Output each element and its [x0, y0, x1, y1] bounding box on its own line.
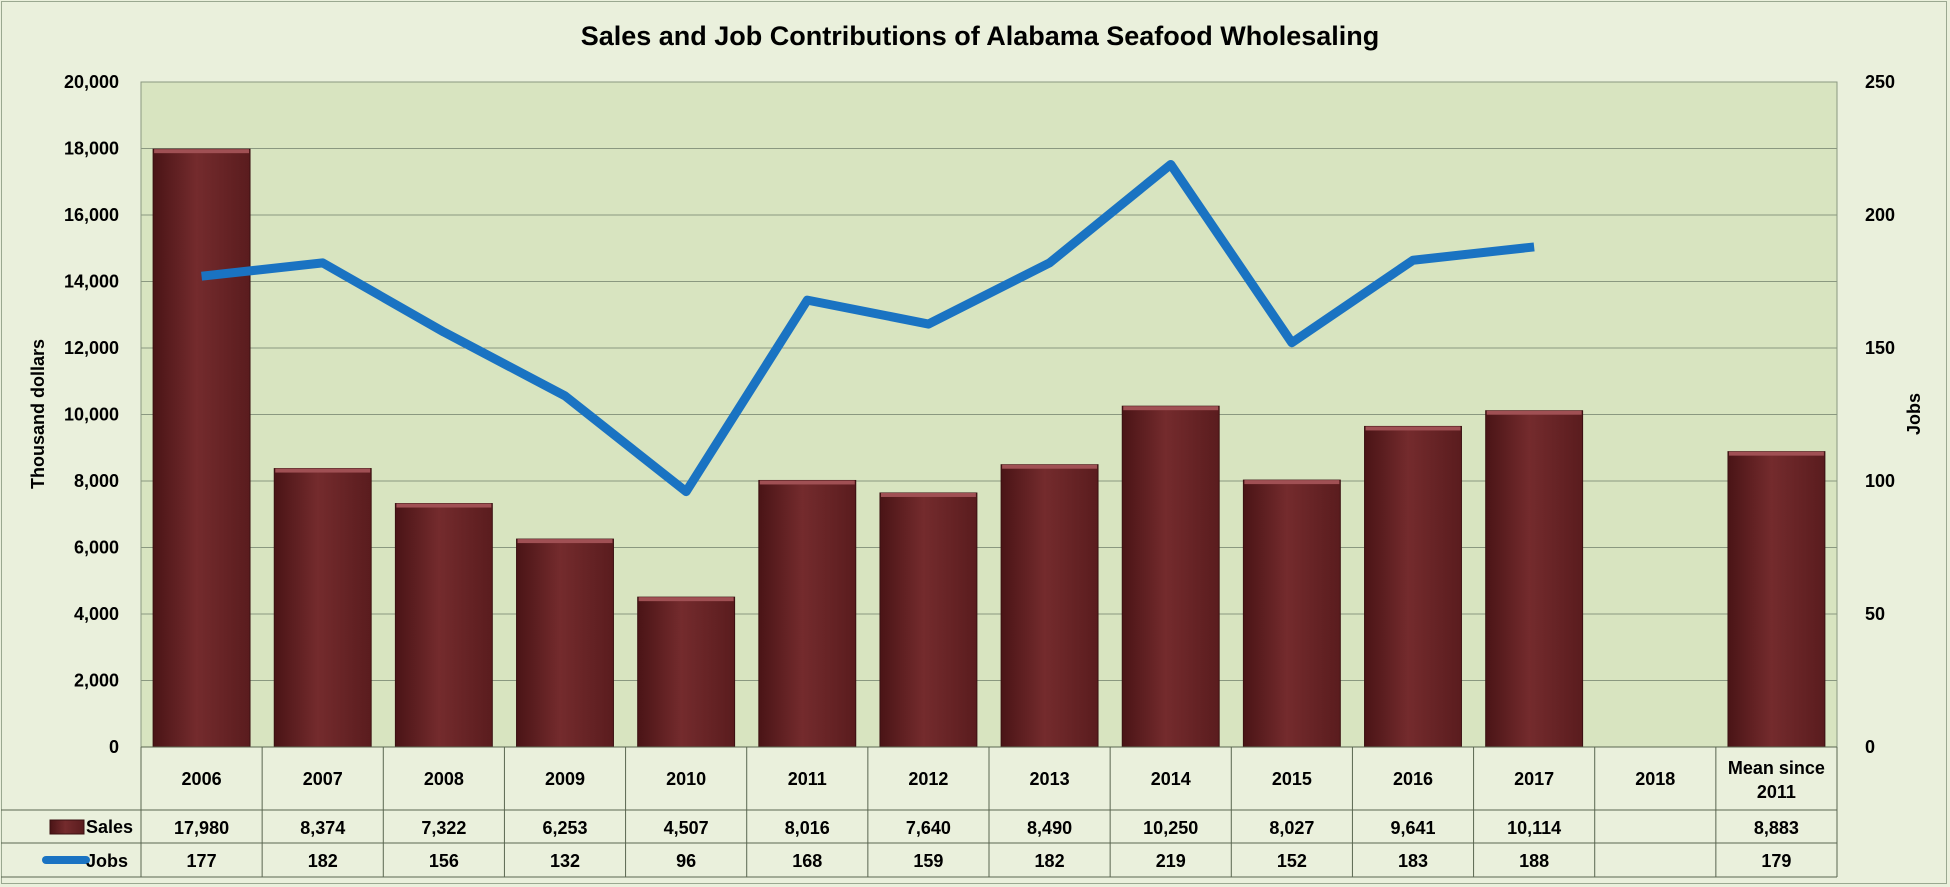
left-tick-label: 0	[109, 737, 119, 757]
sales-bar-top	[638, 597, 734, 602]
category-label: 2012	[908, 769, 948, 789]
left-tick-label: 14,000	[64, 272, 119, 292]
category-label: 2007	[303, 769, 343, 789]
sales-value-label: 8,374	[300, 818, 345, 838]
sales-bar-top	[1002, 464, 1098, 469]
right-tick-label: 150	[1865, 338, 1895, 358]
sales-value-label: 9,641	[1390, 818, 1435, 838]
sales-value-label: 8,490	[1027, 818, 1072, 838]
category-label: 2010	[666, 769, 706, 789]
sales-bar-top	[396, 503, 492, 508]
category-label: 2016	[1393, 769, 1433, 789]
jobs-value-label: 188	[1519, 851, 1549, 871]
right-tick-label: 250	[1865, 72, 1895, 92]
sales-bar-top	[275, 468, 371, 473]
category-label: 2014	[1151, 769, 1191, 789]
left-tick-label: 16,000	[64, 205, 119, 225]
sales-legend-label: Sales	[86, 817, 133, 837]
left-tick-label: 8,000	[74, 471, 119, 491]
jobs-value-label: 152	[1277, 851, 1307, 871]
left-axis-ticks: 0 2,000 4,000 6,000 8,000 10,000 12,000 14,000 1…	[64, 72, 119, 757]
sales-bar	[1121, 405, 1220, 748]
sales-bar	[273, 468, 372, 748]
sales-bar	[879, 492, 978, 748]
sales-bar	[1364, 425, 1462, 748]
jobs-value-label: 182	[308, 851, 338, 871]
right-axis-ticks: 0 50 100 150 200 250	[1865, 72, 1895, 757]
jobs-line-layer	[201, 159, 1535, 497]
category-label: 2009	[545, 769, 585, 789]
jobs-value-label: 96	[676, 851, 696, 871]
sales-value-label: 4,507	[664, 818, 709, 838]
left-tick-label: 2,000	[74, 671, 119, 691]
jobs-value-label: 132	[550, 851, 580, 871]
category-label: 2013	[1030, 769, 1070, 789]
sales-value-label: 7,322	[421, 818, 466, 838]
sales-bar	[1242, 479, 1341, 748]
sales-value-label: 7,640	[906, 818, 951, 838]
category-label: 2008	[424, 769, 464, 789]
sales-bar	[516, 538, 614, 748]
sales-value-label: 8,027	[1269, 818, 1314, 838]
sales-bar-top	[759, 480, 855, 485]
sales-value-label: 8,016	[785, 818, 830, 838]
gridlines	[141, 81, 1837, 748]
chart-title: Sales and Job Contributions of Alabama S…	[581, 21, 1380, 51]
y-axis-label-right: Jobs	[1904, 393, 1924, 435]
left-tick-label: 6,000	[74, 538, 119, 558]
sales-bar-top	[154, 149, 250, 154]
sales-bar-top	[1123, 406, 1219, 411]
jobs-value-label: 156	[429, 851, 459, 871]
left-tick-label: 4,000	[74, 604, 119, 624]
category-label: 2017	[1514, 769, 1554, 789]
jobs-value-label: 182	[1035, 851, 1065, 871]
sales-value-label: 6,253	[542, 818, 587, 838]
sales-bar	[637, 596, 736, 748]
jobs-value-label: 183	[1398, 851, 1428, 871]
right-tick-label: 0	[1865, 737, 1875, 757]
category-label: 2006	[182, 769, 222, 789]
sales-bar	[1000, 464, 1099, 748]
sales-bar-top	[1365, 426, 1461, 431]
category-label: 2011	[788, 769, 827, 789]
sales-bar-top	[880, 492, 976, 497]
sales-bars	[152, 148, 1826, 748]
jobs-value-label: 159	[913, 851, 943, 871]
jobs-value-label: 179	[1761, 851, 1791, 871]
sales-bar-top	[517, 539, 613, 544]
sales-bar	[1485, 410, 1584, 748]
sales-bar-top	[1244, 480, 1340, 485]
left-tick-label: 12,000	[64, 338, 119, 358]
sales-bar	[152, 148, 251, 748]
sales-bar	[1727, 451, 1826, 748]
jobs-value-label: 219	[1156, 851, 1186, 871]
left-tick-label: 18,000	[64, 139, 119, 159]
data-table: 2006 17,980 177 2007 8,374 182 2008 7,322 156 200…	[1, 746, 1838, 878]
jobs-value-label: 168	[792, 851, 822, 871]
left-tick-label: 20,000	[64, 72, 119, 92]
sales-bar	[394, 503, 493, 748]
sales-value-label: 10,114	[1507, 818, 1561, 838]
sales-legend-key	[49, 819, 85, 835]
left-tick-label: 10,000	[64, 405, 119, 425]
sales-bar	[758, 479, 857, 748]
right-tick-label: 50	[1865, 604, 1885, 624]
sales-value-label: 8,883	[1754, 818, 1799, 838]
category-label: 2018	[1635, 769, 1675, 789]
sales-value-label: 17,980	[174, 818, 229, 838]
y-axis-label-left: Thousand dollars	[28, 339, 48, 489]
jobs-value-label: 177	[187, 851, 217, 871]
sales-bar-top	[1486, 410, 1582, 415]
category-label: Mean since 2011	[1728, 758, 1825, 802]
sales-bar-top	[1728, 451, 1824, 456]
jobs-legend-label: Jobs	[86, 851, 128, 871]
right-tick-label: 100	[1865, 471, 1895, 491]
jobs-line	[201, 159, 1535, 497]
category-label: 2015	[1272, 769, 1312, 789]
right-tick-label: 200	[1865, 205, 1895, 225]
sales-value-label: 10,250	[1143, 818, 1198, 838]
